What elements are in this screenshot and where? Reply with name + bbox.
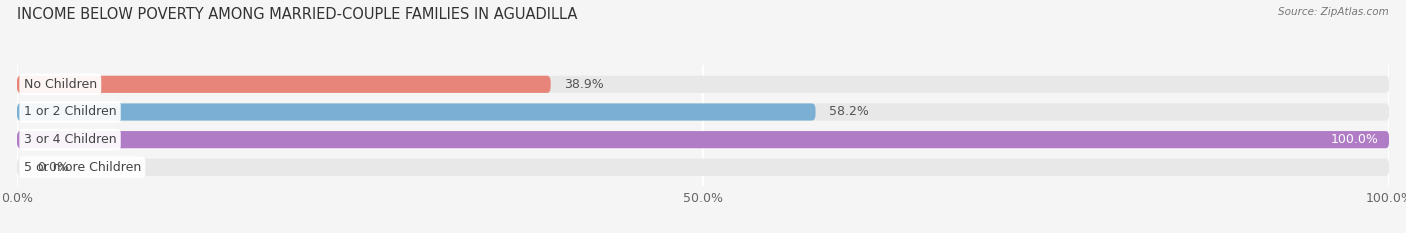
Text: 0.0%: 0.0% — [38, 161, 69, 174]
FancyBboxPatch shape — [17, 159, 1389, 176]
FancyBboxPatch shape — [17, 76, 551, 93]
Text: 38.9%: 38.9% — [564, 78, 605, 91]
FancyBboxPatch shape — [17, 131, 1389, 148]
FancyBboxPatch shape — [17, 103, 815, 120]
FancyBboxPatch shape — [17, 131, 1389, 148]
Text: No Children: No Children — [24, 78, 97, 91]
Text: INCOME BELOW POVERTY AMONG MARRIED-COUPLE FAMILIES IN AGUADILLA: INCOME BELOW POVERTY AMONG MARRIED-COUPL… — [17, 7, 578, 22]
Text: 100.0%: 100.0% — [1330, 133, 1378, 146]
FancyBboxPatch shape — [17, 76, 1389, 93]
Text: 3 or 4 Children: 3 or 4 Children — [24, 133, 117, 146]
FancyBboxPatch shape — [17, 103, 1389, 120]
Text: 1 or 2 Children: 1 or 2 Children — [24, 106, 117, 119]
Text: 58.2%: 58.2% — [830, 106, 869, 119]
Text: 5 or more Children: 5 or more Children — [24, 161, 141, 174]
Text: Source: ZipAtlas.com: Source: ZipAtlas.com — [1278, 7, 1389, 17]
